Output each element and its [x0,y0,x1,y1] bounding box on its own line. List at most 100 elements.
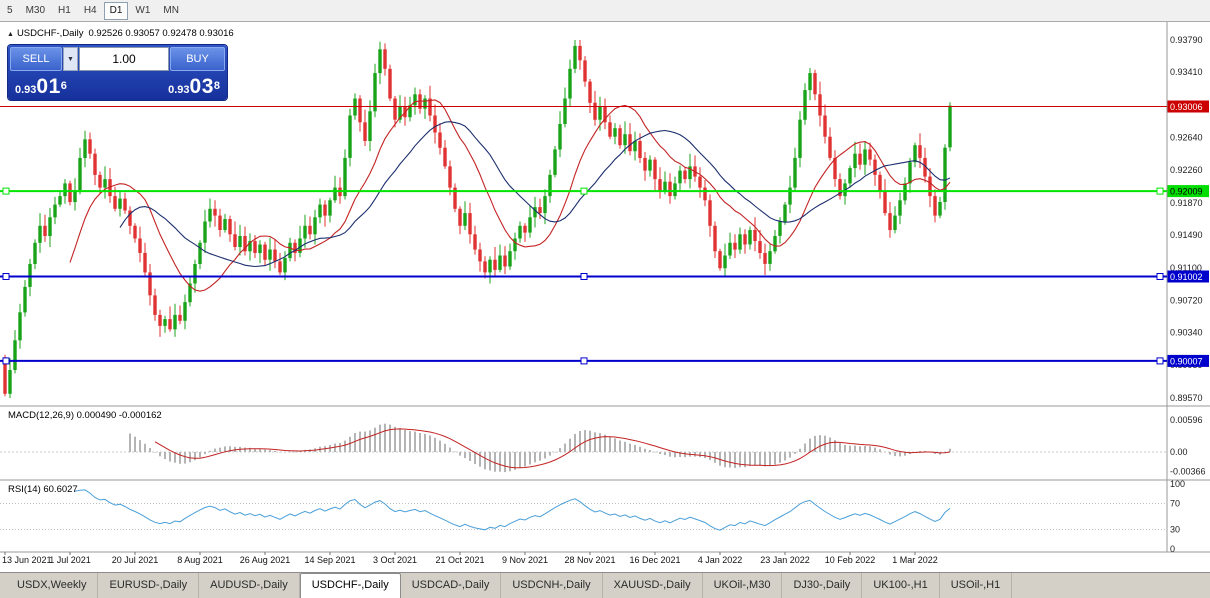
date-label: 14 Sep 2021 [304,555,355,565]
price-badge [1167,354,1209,367]
tab-eurusd-daily[interactable]: EURUSD-,Daily [98,573,200,598]
timeframe-h4[interactable]: H4 [78,2,103,20]
svg-text:0.93006: 0.93006 [1170,102,1203,112]
sell-price[interactable]: 0.93016 [15,75,67,100]
line-handle [1156,187,1164,195]
svg-text:0.91002: 0.91002 [1170,272,1203,282]
panel-separators [0,22,1210,553]
tab-usoil-h1[interactable]: USOil-,H1 [940,573,1013,598]
volume-dropdown-button[interactable]: ▼ [63,47,78,71]
trade-panel-prices: 0.93016 0.93038 [8,71,227,100]
macd-label: MACD(12,26,9) 0.000490 -0.000162 [8,410,162,421]
tab-uk100-h1[interactable]: UK100-,H1 [862,573,940,598]
symbol-label: USDCHF-,Daily [16,28,84,39]
price-tick-label: 0.91490 [1170,230,1203,240]
date-label: 23 Jan 2022 [760,555,810,565]
svg-text:0.92009: 0.92009 [1170,187,1203,197]
rsi-axis-label: 100 [1170,479,1185,489]
chart-ohlc-header: ▲ USDCHF-,Daily 0.92526 0.93057 0.92478 0.… [7,28,234,39]
sell-price-sup: 6 [60,80,67,92]
date-label: 1 Mar 2022 [892,555,938,565]
timeframe-mn[interactable]: MN [157,2,185,20]
horizontal-line-0.91002[interactable] [0,273,1167,280]
timeframe-h1[interactable]: H1 [52,2,77,20]
one-click-panel-toggle-icon[interactable]: ▲ [7,31,14,38]
tab-audusd-daily[interactable]: AUDUSD-,Daily [199,573,300,598]
buy-button[interactable]: BUY [170,47,225,71]
one-click-trade-panel: SELL ▼ BUY 0.93016 0.93038 [8,45,227,100]
price-tick-label: 0.91870 [1170,198,1203,208]
price-badges: 0.93006 0.92009 0.91002 0.90007 [1167,100,1209,367]
macd-layer [129,423,951,473]
buy-price[interactable]: 0.93038 [168,75,220,100]
chart-canvas[interactable]: 0.93790 0.93410 0.92640 0.92260 0.91870 0.914… [0,22,1210,572]
buy-price-sup: 8 [213,80,220,92]
tab-xauusd-daily[interactable]: XAUUSD-,Daily [603,573,703,598]
timeframe-5[interactable]: 5 [1,2,19,20]
date-label: 8 Aug 2021 [177,555,223,565]
price-tick-label: 0.90720 [1170,295,1203,305]
rsi-axis-label: 30 [1170,525,1180,535]
line-handle [2,273,10,280]
timeframe-w1[interactable]: W1 [129,2,156,20]
macd-axis-label: 0.00 [1170,447,1188,457]
price-tick-label: 0.89570 [1170,393,1203,403]
trade-panel-top-row: SELL ▼ BUY [8,45,227,71]
date-label: 21 Oct 2021 [435,555,484,565]
tab-ukoil-m30[interactable]: UKOil-,M30 [703,573,783,598]
ohlc-values: 0.92526 0.93057 0.92478 0.93016 [88,28,234,39]
chevron-down-icon: ▼ [67,55,74,63]
price-badge [1167,185,1209,198]
rsi-layer [74,489,951,531]
date-label: 26 Aug 2021 [240,555,291,565]
macd-axis-label: 0.00596 [1170,415,1203,425]
date-label: 9 Nov 2021 [502,555,548,565]
price-tick-label: 0.90340 [1170,328,1203,338]
indicator-labels: MACD(12,26,9) 0.000490 -0.000162 RSI(14) … [8,410,1206,554]
line-handle [2,357,10,365]
tab-usdchf-daily[interactable]: USDCHF-,Daily [299,573,401,598]
date-label: 20 Jul 2021 [112,555,159,565]
date-label: 3 Oct 2021 [373,555,417,565]
macd-signal-line [154,428,951,469]
sell-button[interactable]: SELL [10,47,62,71]
svg-text:0.90007: 0.90007 [1170,356,1203,366]
tab-usdcad-daily[interactable]: USDCAD-,Daily [401,573,502,598]
price-tick-label: 0.93790 [1170,35,1203,45]
date-label: 28 Nov 2021 [564,555,615,565]
tab-usdx-weekly[interactable]: USDX,Weekly [6,573,99,598]
moving-averages-layer [69,99,951,292]
timeframe-d1[interactable]: D1 [103,1,129,20]
date-label: 1 Jul 2021 [49,555,91,565]
rsi-line [74,489,951,531]
line-handle [1156,357,1164,365]
chart-area: 0.93790 0.93410 0.92640 0.92260 0.91870 0.914… [0,22,1210,572]
rsi-axis-label: 70 [1170,499,1180,509]
indicator-level-lines [0,451,1167,530]
sell-price-prefix: 0.93 [15,84,37,96]
horizontal-line-0.92009[interactable] [0,187,1167,195]
macd-axis-label: -0.00366 [1170,467,1206,477]
tab-usdcnh-daily[interactable]: USDCNH-,Daily [501,573,603,598]
line-handle [580,273,588,280]
price-badge [1167,100,1209,113]
tab-dj30-daily[interactable]: DJ30-,Daily [782,573,863,598]
sell-price-big: 01 [36,75,61,98]
line-handle [1156,273,1164,280]
timeframe-toolbar: 5 M30 H1 H4 D1 W1 MN [0,0,1210,22]
date-label: 13 Jun 2021 [2,555,52,565]
price-badge [1167,270,1209,283]
rsi-axis-label: 0 [1170,544,1175,554]
date-label: 10 Feb 2022 [825,555,876,565]
date-label: 4 Jan 2022 [698,555,743,565]
horizontal-line-0.90007[interactable] [0,357,1167,365]
rsi-label: RSI(14) 60.6027 [8,484,78,495]
volume-input[interactable] [79,47,169,71]
buy-price-big: 03 [189,75,214,98]
timeframe-m30[interactable]: M30 [20,2,51,20]
price-tick-label: 0.92640 [1170,133,1203,143]
price-tick-label: 0.91100 [1170,263,1202,273]
price-axis[interactable]: 0.93790 0.93410 0.92640 0.92260 0.91870 0.914… [1170,35,1203,403]
